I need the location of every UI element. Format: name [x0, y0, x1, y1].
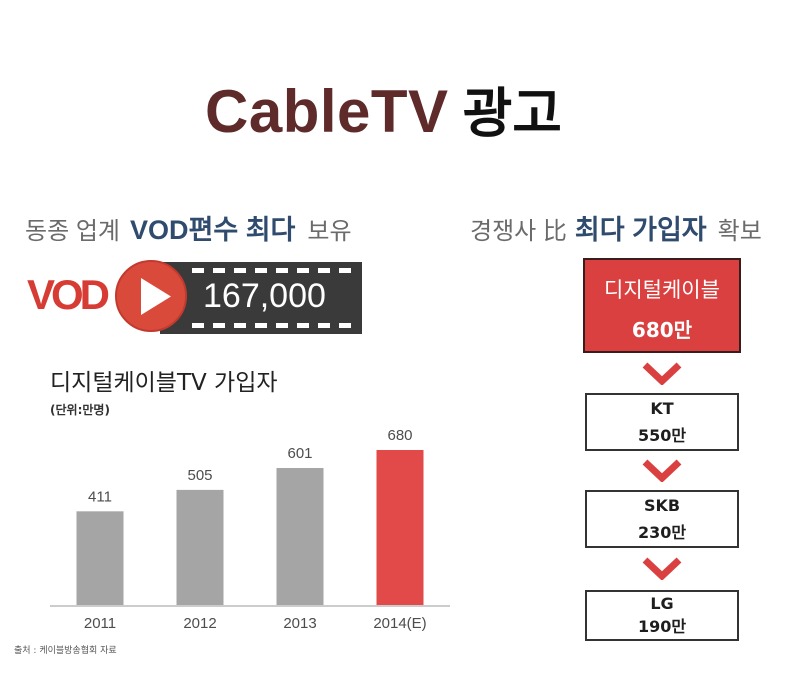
- bar-2012: [176, 489, 224, 605]
- play-icon: [114, 259, 188, 333]
- rank-box-skb: SKB 230만: [585, 490, 739, 548]
- chevron-down-icon: [642, 362, 682, 385]
- rank-name: KT: [650, 398, 674, 418]
- page-title-suffix: 광고: [462, 82, 562, 145]
- chart-title: 디지털케이블TV 가입자: [50, 370, 278, 396]
- bar-value-label-2012: 505: [187, 467, 212, 484]
- vod-logo-text: VOD: [27, 271, 110, 318]
- film-sprocket-holes-top: [192, 268, 355, 273]
- vod-heading: 동종 업계 VOD편수 최다 보유: [25, 212, 352, 253]
- rank-box-digital-cable: 디지털케이블 680만: [583, 258, 741, 353]
- bar-2013: [276, 468, 324, 605]
- vod-heading-lead: 동종 업계: [25, 218, 120, 245]
- bar-value-label-2013: 601: [287, 445, 312, 462]
- rank-value: 230만: [637, 522, 687, 542]
- chevron-down-icon: [642, 459, 682, 482]
- page-title-brand: CableTV: [205, 78, 449, 145]
- rank-box-lg: LG 190만: [585, 590, 739, 641]
- category-label-2013: 2013: [283, 615, 316, 632]
- rank-name: LG: [650, 594, 674, 613]
- chart-source-note: 출처 : 케이블방송협회 자료: [14, 646, 117, 656]
- page-title: CableTV 광고: [205, 78, 562, 162]
- chart-unit: (단위:만명): [50, 403, 110, 417]
- ranking-heading: 경쟁사 比 최다 가입자 확보: [470, 212, 762, 253]
- ranking-heading-tail: 확보: [717, 218, 762, 245]
- chevron-down-icon: [642, 557, 682, 580]
- rank-name: SKB: [643, 495, 681, 515]
- film-sprocket-holes-bottom: [192, 323, 355, 328]
- bar-value-label-2014-e: 680: [387, 427, 412, 444]
- rank-value: 550만: [637, 425, 687, 445]
- vod-heading-tail: 보유: [307, 218, 352, 245]
- bar-2011: [76, 511, 124, 605]
- category-label-2014-e: 2014(E): [373, 615, 426, 632]
- vod-heading-highlight: VOD편수 최다: [130, 215, 296, 245]
- ranking-heading-highlight: 최다 가입자: [574, 215, 707, 245]
- category-label-2012: 2012: [183, 615, 216, 632]
- vod-title-count: 167,000: [203, 277, 326, 315]
- rank-name: 디지털케이블: [604, 277, 720, 302]
- rank-value: 190만: [637, 617, 687, 636]
- bar-2014-e: [376, 450, 424, 605]
- rank-box-kt: KT 550만: [585, 393, 739, 451]
- subscriber-bar-chart: 411 2011 505 2012 601 2013 680 2014(E): [50, 427, 450, 632]
- film-strip: [160, 262, 362, 334]
- rank-value: 680만: [631, 317, 693, 342]
- ranking-heading-lead: 경쟁사 比: [470, 218, 567, 245]
- bar-value-label-2011: 411: [88, 488, 112, 505]
- category-label-2011: 2011: [84, 615, 116, 632]
